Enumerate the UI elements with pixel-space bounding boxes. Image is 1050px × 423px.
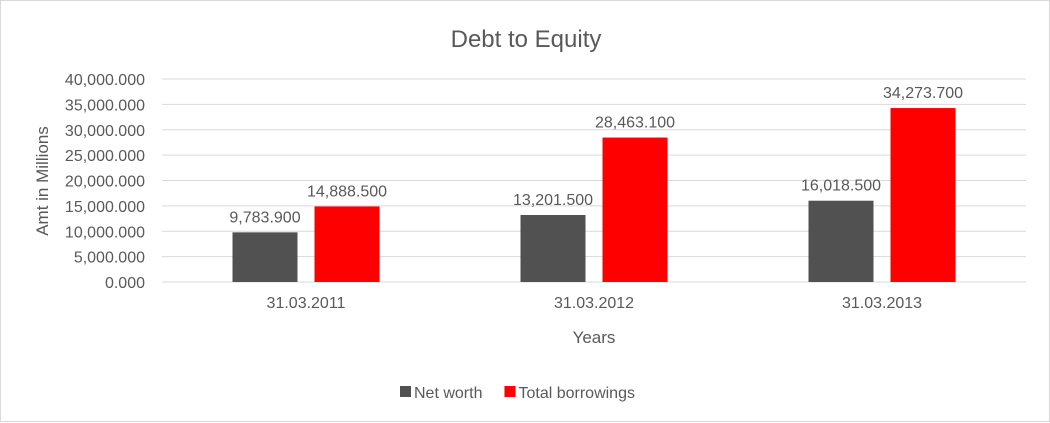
- x-axis-title: Years: [573, 328, 616, 347]
- bar-net-worth: [520, 215, 586, 282]
- x-tick-label: 31.03.2013: [842, 295, 922, 312]
- y-axis-title: Amt in Millions: [33, 126, 52, 236]
- y-tick-label: 15,000.000: [65, 199, 145, 216]
- data-label: 28,463.100: [595, 115, 675, 132]
- legend-label: Net worth: [414, 385, 482, 402]
- bar-net-worth: [232, 232, 298, 282]
- x-tick-label: 31.03.2011: [267, 295, 346, 312]
- y-tick-label: 30,000.000: [65, 123, 145, 140]
- bar-net-worth: [808, 200, 874, 282]
- y-tick-label: 20,000.000: [65, 174, 145, 191]
- data-label: 34,273.700: [883, 85, 963, 102]
- y-tick-label: 25,000.000: [65, 148, 145, 165]
- chart-title: Debt to Equity: [451, 26, 602, 53]
- y-tick-label: 40,000.000: [65, 72, 145, 89]
- y-tick-label: 5,000.000: [74, 250, 145, 267]
- legend-swatch: [400, 386, 411, 397]
- data-label: 9,783.900: [229, 209, 300, 226]
- data-label: 13,201.500: [513, 192, 593, 209]
- bar-total-borrowings: [602, 137, 668, 282]
- legend-label: Total borrowings: [518, 385, 635, 402]
- bar-total-borrowings: [890, 108, 956, 282]
- y-tick-label: 35,000.000: [65, 97, 145, 114]
- y-tick-label: 10,000.000: [65, 224, 145, 241]
- y-tick-label: 0.000: [105, 275, 145, 292]
- legend-swatch: [504, 386, 516, 397]
- data-label: 14,888.500: [307, 183, 387, 200]
- data-label: 16,018.500: [801, 178, 881, 195]
- x-tick-label: 31.03.2012: [554, 295, 634, 312]
- bar-total-borrowings: [314, 206, 380, 282]
